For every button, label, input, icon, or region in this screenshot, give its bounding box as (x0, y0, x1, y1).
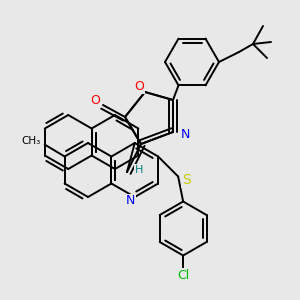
Text: S: S (182, 173, 191, 188)
Text: N: N (181, 128, 190, 142)
Text: CH₃: CH₃ (21, 136, 40, 146)
Text: Cl: Cl (177, 269, 189, 282)
Text: H: H (135, 165, 143, 175)
Text: O: O (90, 94, 100, 107)
Text: O: O (134, 80, 144, 94)
Text: N: N (126, 194, 136, 208)
